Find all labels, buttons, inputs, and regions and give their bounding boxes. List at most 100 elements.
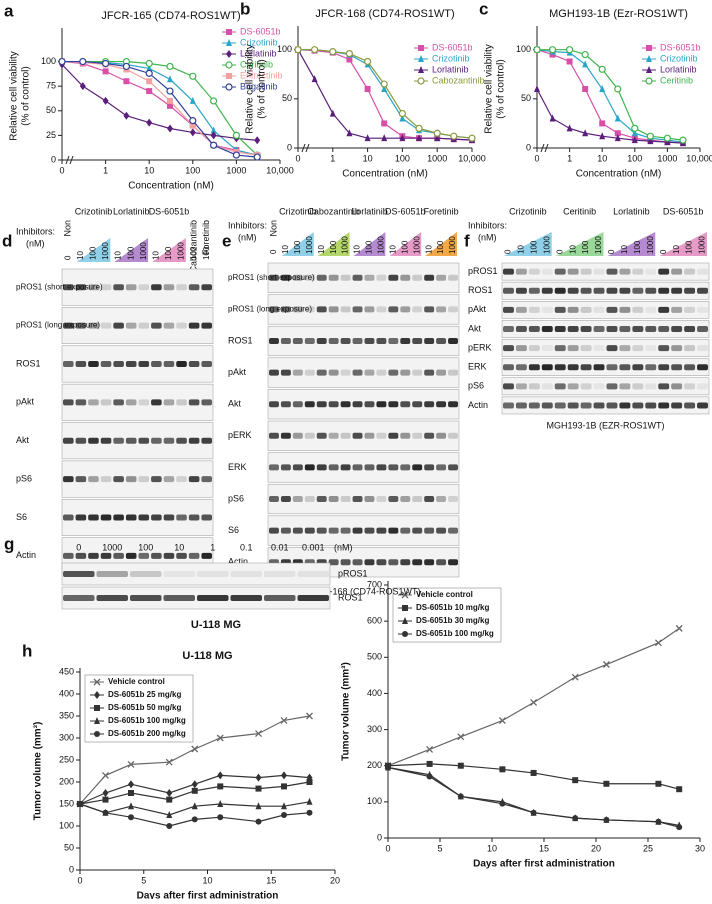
marker bbox=[599, 120, 606, 127]
x-tick-label: 0 bbox=[534, 153, 539, 163]
blot-band bbox=[412, 527, 423, 534]
blot-band bbox=[328, 274, 339, 281]
blot-band bbox=[352, 432, 363, 439]
x-tick-label: 1 bbox=[567, 153, 572, 163]
blot-band bbox=[125, 514, 137, 521]
marker bbox=[255, 730, 262, 738]
dose-wedge bbox=[353, 232, 386, 256]
blot-band bbox=[684, 402, 696, 409]
blot-band bbox=[400, 306, 411, 313]
marker bbox=[166, 789, 173, 797]
y-tick-label: 25 bbox=[46, 130, 56, 140]
marker bbox=[418, 45, 424, 51]
y-tick-label: 600 bbox=[367, 616, 382, 626]
marker bbox=[255, 818, 262, 825]
series-line bbox=[61, 64, 258, 141]
marker bbox=[530, 809, 537, 816]
x-tick-label: 1 bbox=[103, 165, 108, 175]
blot-band bbox=[280, 432, 291, 439]
panel-label: c bbox=[479, 0, 488, 18]
group-label: DS-6051b bbox=[663, 206, 704, 216]
blot-band bbox=[376, 527, 387, 534]
blot-panel bbox=[61, 345, 214, 383]
blot-band bbox=[125, 284, 137, 291]
row-label: pROS1 (long exposure) bbox=[228, 305, 312, 314]
blot-band bbox=[436, 527, 447, 534]
blot-band bbox=[606, 345, 618, 352]
y-tick-label: 100 bbox=[41, 56, 56, 66]
blot-band bbox=[88, 476, 99, 483]
marker bbox=[415, 124, 423, 132]
dose-label: 1000 bbox=[542, 236, 551, 254]
blot-band bbox=[580, 402, 592, 409]
blot-band bbox=[448, 401, 458, 408]
marker bbox=[167, 102, 174, 109]
marker bbox=[329, 109, 336, 117]
blot-band bbox=[412, 432, 423, 439]
x-tick-label: 1000 bbox=[657, 153, 677, 163]
blot-band bbox=[658, 383, 670, 390]
blot-band bbox=[645, 364, 657, 371]
dose-label: 0 bbox=[607, 249, 616, 254]
blot-band bbox=[125, 437, 137, 444]
blot-band bbox=[364, 464, 375, 471]
blot-band bbox=[376, 338, 387, 344]
y-tick-label: 50 bbox=[282, 93, 292, 103]
group-label: Ceritinib bbox=[563, 206, 596, 216]
marker bbox=[294, 46, 302, 54]
marker bbox=[654, 639, 662, 647]
blot-band bbox=[388, 401, 399, 408]
blot-band bbox=[151, 360, 162, 367]
dose-wedge bbox=[555, 232, 604, 256]
panel-label: e bbox=[222, 231, 231, 250]
blot-band bbox=[364, 527, 375, 534]
blot-band bbox=[684, 287, 696, 294]
marker bbox=[645, 77, 653, 85]
blot-band bbox=[100, 552, 112, 559]
blot-band bbox=[269, 496, 279, 502]
row-label: pS6 bbox=[228, 493, 244, 503]
blot-band bbox=[230, 595, 262, 601]
dose-label: 1000 bbox=[412, 236, 421, 254]
blot-band bbox=[280, 527, 291, 534]
blot-band bbox=[88, 322, 99, 329]
dose-label: 1 bbox=[210, 542, 215, 552]
blot-panel bbox=[61, 422, 214, 460]
blot-band bbox=[632, 325, 644, 332]
x-tick-label: 0 bbox=[59, 165, 64, 175]
marker bbox=[399, 114, 406, 122]
x-tick-label: 10 bbox=[487, 843, 497, 853]
blot-band bbox=[436, 496, 447, 502]
marker bbox=[127, 760, 135, 768]
blot-band bbox=[376, 369, 387, 376]
marker bbox=[548, 46, 557, 54]
dose-label: 1000 bbox=[594, 236, 603, 254]
blot-band bbox=[163, 360, 175, 367]
marker bbox=[457, 762, 464, 769]
marker bbox=[565, 46, 574, 54]
blot-band bbox=[388, 527, 399, 534]
legend-label: Vehicle control bbox=[416, 590, 473, 599]
group-label: Crizotinib bbox=[509, 206, 547, 216]
blot-band bbox=[376, 401, 387, 408]
legend-label: Lorlatinib bbox=[240, 48, 277, 58]
blot-band bbox=[528, 306, 540, 313]
blot-band bbox=[151, 399, 162, 406]
marker bbox=[306, 797, 313, 805]
blot-band bbox=[138, 552, 150, 559]
blot-band bbox=[619, 287, 631, 294]
blot-band bbox=[606, 402, 618, 409]
marker bbox=[646, 132, 654, 140]
blot-band bbox=[304, 432, 315, 439]
marker bbox=[210, 126, 217, 134]
legend-label: Lorlatinib bbox=[432, 64, 469, 74]
blot-band bbox=[554, 402, 566, 409]
marker bbox=[255, 773, 262, 782]
blot-band bbox=[100, 514, 112, 521]
marker bbox=[364, 86, 371, 92]
blot-band bbox=[125, 476, 137, 483]
blot-band bbox=[388, 274, 399, 281]
legend-label: DS-6051b 100 mg/kg bbox=[416, 629, 494, 638]
blot-band bbox=[606, 268, 618, 275]
marker bbox=[679, 136, 687, 144]
